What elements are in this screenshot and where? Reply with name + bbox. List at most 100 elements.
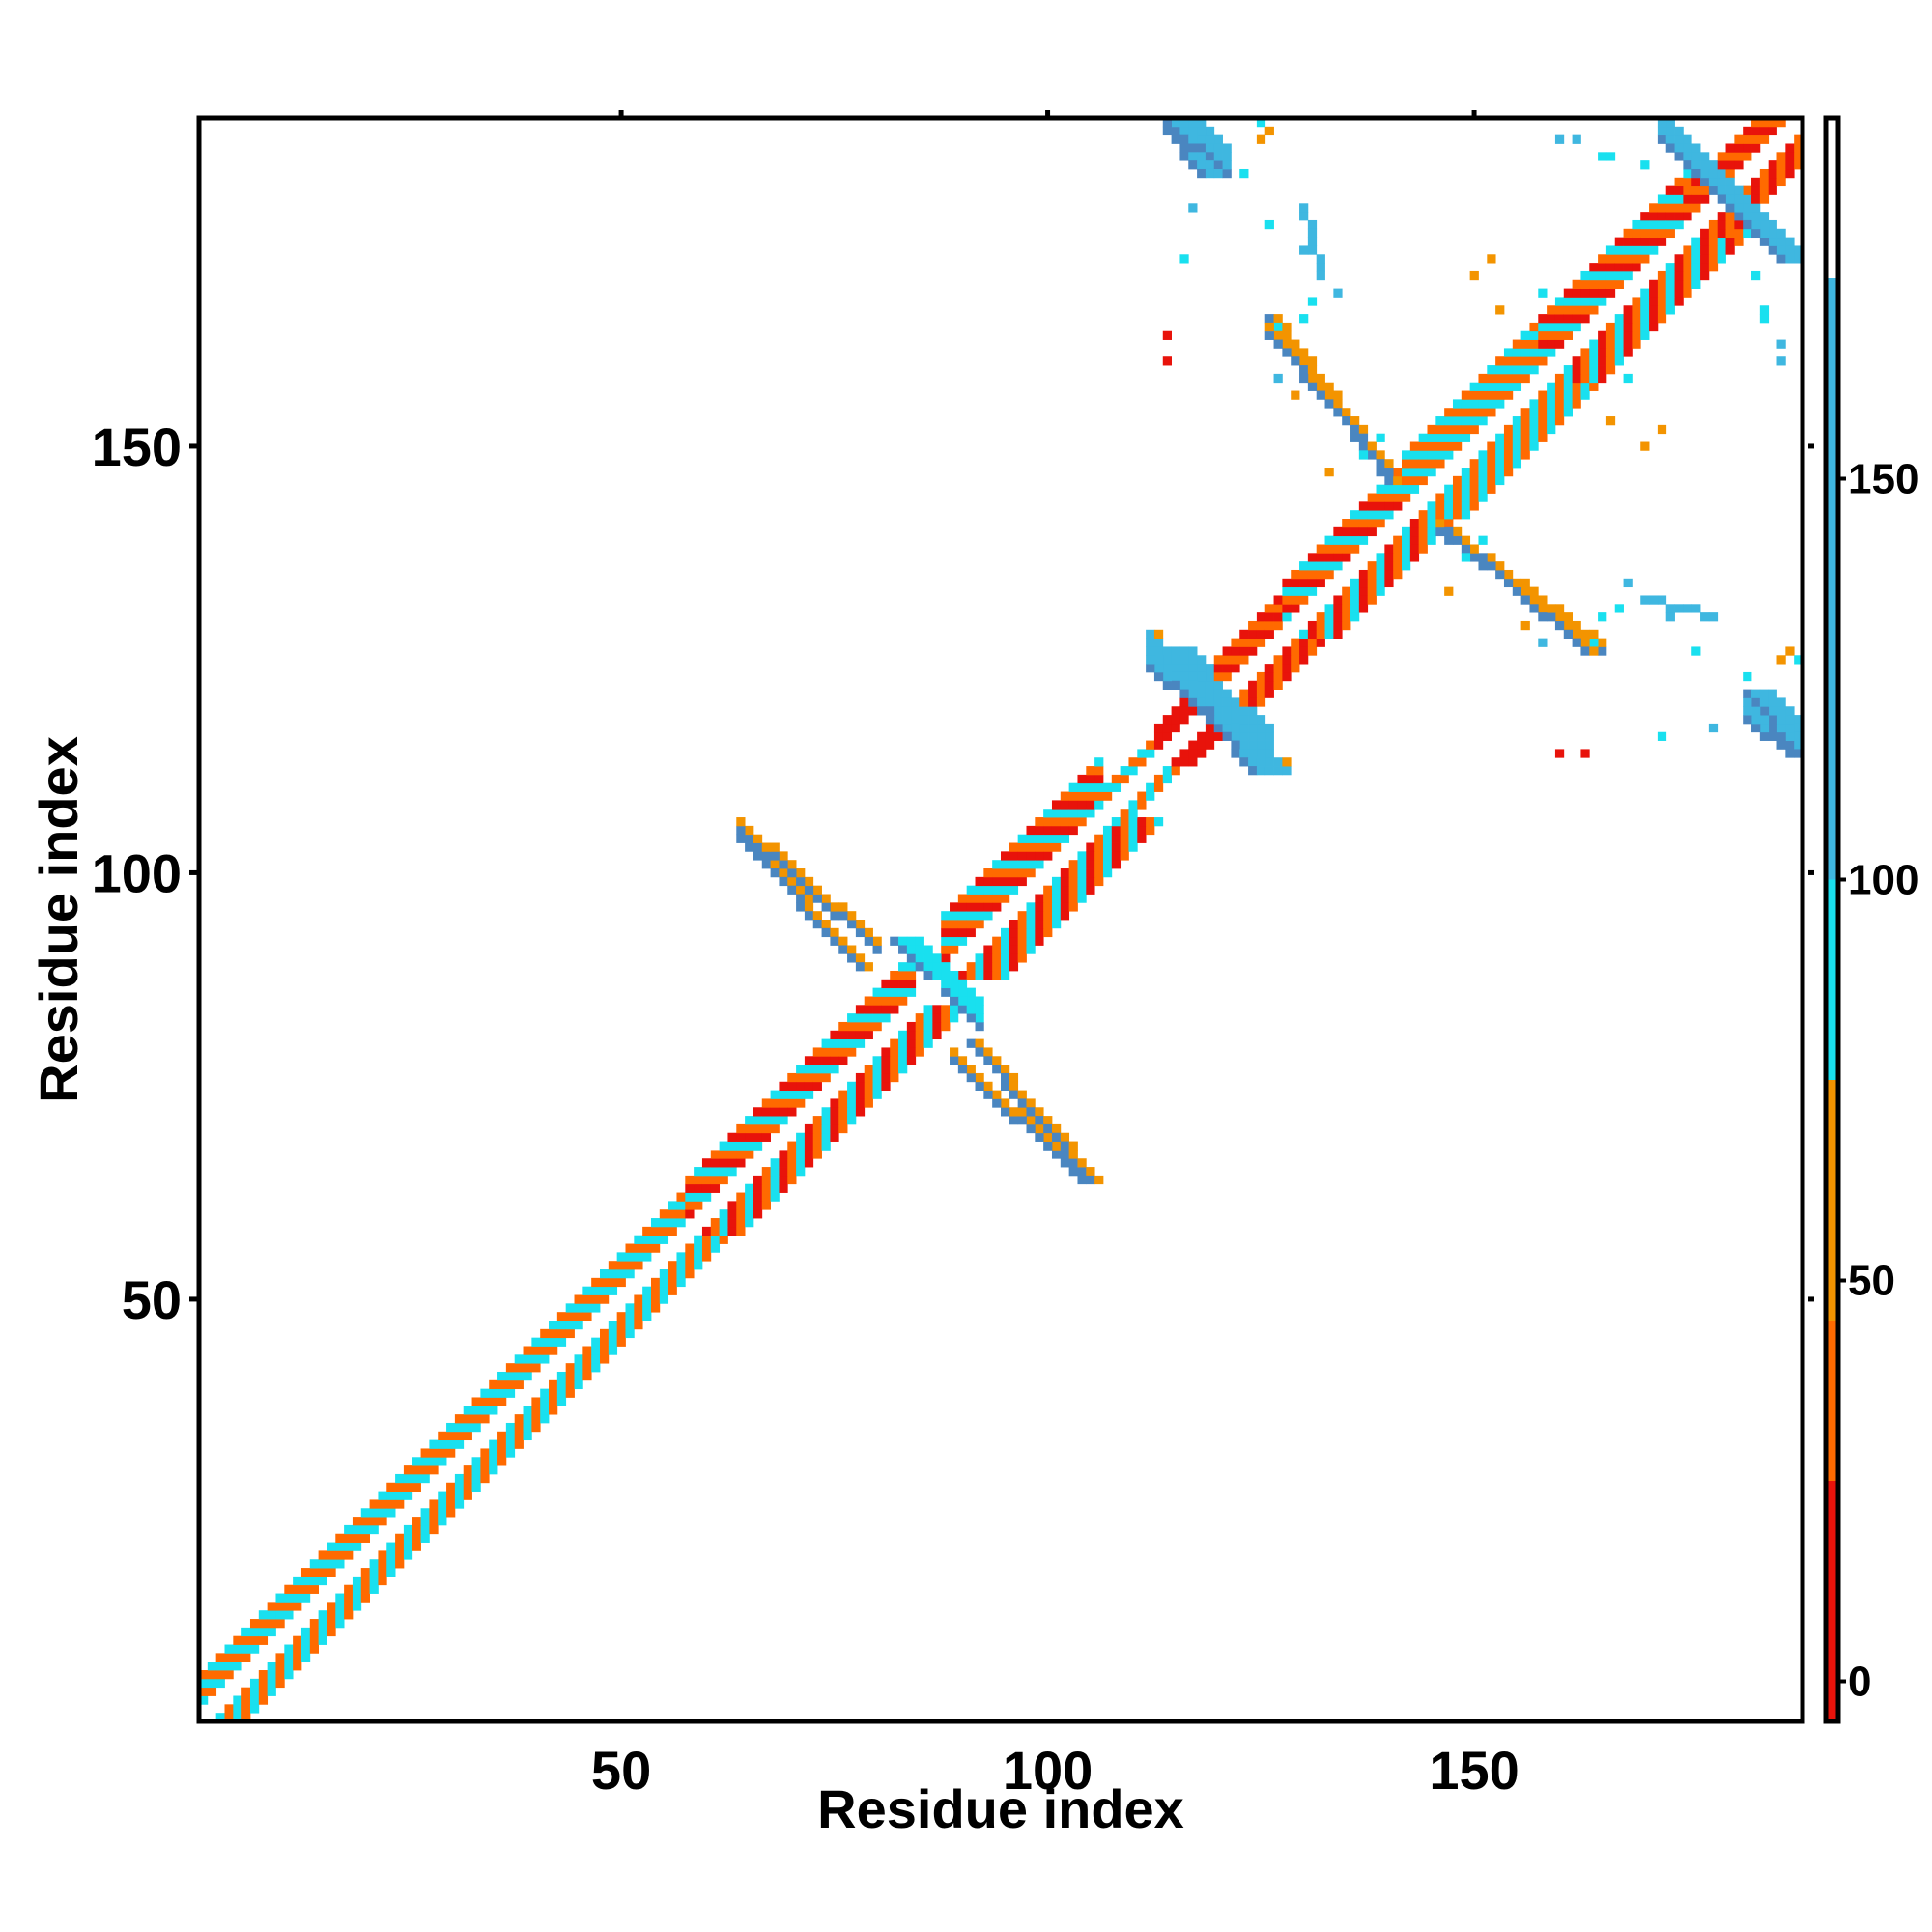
heatmap-cell bbox=[1299, 212, 1309, 221]
heatmap-cell bbox=[1248, 697, 1258, 707]
heatmap-cell bbox=[966, 1038, 976, 1048]
heatmap-cell bbox=[625, 1303, 635, 1313]
heatmap-cell bbox=[1409, 475, 1420, 486]
heatmap-cell bbox=[1197, 731, 1207, 741]
heatmap-cell bbox=[1102, 842, 1113, 852]
heatmap-cell bbox=[1717, 185, 1726, 195]
heatmap-cell bbox=[1768, 237, 1777, 246]
heatmap-cell bbox=[1665, 219, 1675, 230]
heatmap-cell bbox=[1324, 544, 1334, 554]
heatmap-cell bbox=[1231, 715, 1240, 724]
heatmap-cell bbox=[1086, 774, 1095, 784]
colorbar-tick-label: 50 bbox=[1848, 1258, 1895, 1305]
heatmap-cell bbox=[1759, 731, 1770, 741]
heatmap-cell bbox=[727, 1158, 737, 1168]
heatmap-cell bbox=[1563, 314, 1573, 324]
heatmap-cell bbox=[1444, 586, 1454, 596]
heatmap-cell bbox=[1350, 586, 1360, 596]
heatmap-cell bbox=[1222, 664, 1232, 673]
heatmap-cell bbox=[1137, 834, 1147, 843]
heatmap-cell bbox=[1725, 143, 1735, 153]
heatmap-cell bbox=[915, 1013, 924, 1023]
heatmap-cell bbox=[701, 1235, 712, 1244]
heatmap-cell bbox=[761, 1167, 771, 1177]
heatmap-cell bbox=[950, 979, 959, 989]
heatmap-cell bbox=[1495, 561, 1505, 571]
heatmap-cell bbox=[975, 894, 984, 903]
heatmap-cell bbox=[1273, 612, 1283, 622]
heatmap-cell bbox=[1683, 152, 1692, 161]
heatmap-cell bbox=[1614, 279, 1624, 289]
heatmap-cell bbox=[838, 1090, 848, 1099]
heatmap-cell bbox=[1179, 664, 1189, 673]
heatmap-cell bbox=[668, 1226, 677, 1236]
heatmap-cell bbox=[812, 1081, 822, 1091]
heatmap-cell bbox=[864, 996, 873, 1006]
heatmap-cell bbox=[258, 1687, 269, 1696]
heatmap-cell bbox=[855, 1021, 866, 1032]
heatmap-cell bbox=[1273, 664, 1283, 673]
heatmap-cell bbox=[1153, 664, 1164, 673]
heatmap-cell bbox=[1094, 774, 1104, 784]
heatmap-cell bbox=[642, 1235, 652, 1244]
heatmap-cell bbox=[1554, 416, 1565, 426]
heatmap-cell bbox=[1605, 263, 1616, 272]
heatmap-cell bbox=[1589, 356, 1599, 366]
heatmap-cell bbox=[1264, 322, 1274, 332]
heatmap-cell bbox=[1197, 697, 1207, 707]
heatmap-cell bbox=[838, 1047, 848, 1057]
heatmap-cell bbox=[1444, 450, 1454, 460]
heatmap-cell bbox=[1649, 279, 1659, 289]
heatmap-cell bbox=[1563, 365, 1573, 375]
heatmap-cell bbox=[1376, 468, 1385, 477]
heatmap-cell bbox=[1529, 356, 1539, 366]
heatmap-cell bbox=[719, 1209, 728, 1219]
heatmap-cell bbox=[1589, 279, 1599, 289]
heatmap-cell bbox=[1035, 902, 1044, 912]
heatmap-cell bbox=[983, 876, 993, 887]
heatmap-cell bbox=[1751, 194, 1761, 204]
heatmap-cell bbox=[233, 1704, 242, 1714]
heatmap-cell bbox=[1418, 433, 1428, 442]
heatmap-cell bbox=[1342, 408, 1351, 417]
heatmap-cell bbox=[906, 945, 917, 954]
heatmap-cell bbox=[300, 1568, 311, 1577]
heatmap-cell bbox=[1751, 715, 1761, 724]
heatmap-cell bbox=[1367, 526, 1377, 537]
heatmap-cell bbox=[1605, 365, 1616, 375]
heatmap-cell bbox=[745, 1192, 754, 1202]
heatmap-cell bbox=[1554, 134, 1565, 144]
heatmap-cell bbox=[1128, 809, 1138, 818]
heatmap-cell bbox=[838, 1038, 848, 1048]
heatmap-cell bbox=[1512, 586, 1522, 596]
heatmap-cell bbox=[1146, 749, 1155, 758]
heatmap-cell bbox=[1708, 177, 1719, 187]
heatmap-cell bbox=[804, 1158, 814, 1168]
heatmap-cell bbox=[540, 1354, 550, 1364]
heatmap-cell bbox=[531, 1363, 541, 1373]
heatmap-cell bbox=[1683, 134, 1692, 144]
heatmap-cell bbox=[505, 1439, 516, 1449]
heatmap-cell bbox=[1188, 646, 1198, 656]
heatmap-cell bbox=[1529, 339, 1539, 349]
heatmap-cell bbox=[1291, 356, 1300, 366]
heatmap-cell bbox=[1043, 885, 1053, 895]
heatmap-cell bbox=[736, 1218, 746, 1228]
heatmap-cell bbox=[1554, 339, 1565, 349]
heatmap-cell bbox=[906, 953, 917, 963]
heatmap-cell bbox=[770, 868, 780, 878]
heatmap-cell bbox=[915, 1021, 924, 1032]
heatmap-cell bbox=[1307, 569, 1318, 580]
heatmap-cell bbox=[1358, 510, 1369, 520]
heatmap-cell bbox=[1402, 484, 1411, 494]
heatmap-cell bbox=[650, 1286, 661, 1295]
heatmap-cell bbox=[736, 1209, 746, 1219]
heatmap-cell bbox=[549, 1388, 558, 1398]
heatmap-cell bbox=[1776, 731, 1786, 741]
heatmap-cell bbox=[1665, 305, 1675, 315]
heatmap-cell bbox=[881, 1013, 891, 1023]
heatmap-cell bbox=[1299, 629, 1309, 639]
heatmap-cell bbox=[1222, 715, 1232, 724]
heatmap-cell bbox=[412, 1542, 421, 1551]
heatmap-cell bbox=[753, 1175, 763, 1185]
